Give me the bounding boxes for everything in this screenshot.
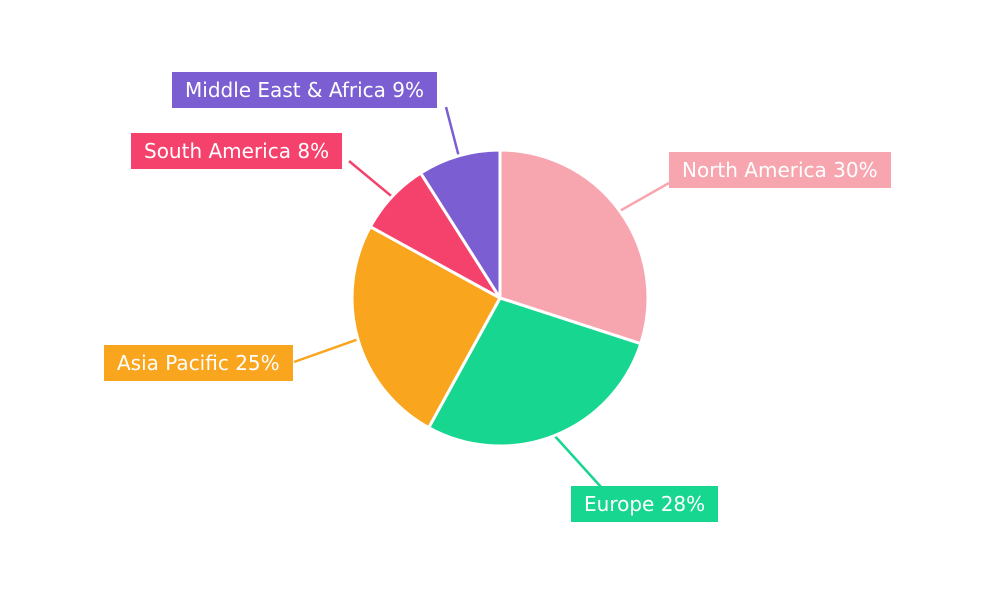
callout-label-text: North America 30%: [682, 158, 878, 182]
pie-slice-asia-pacific: [350, 225, 502, 430]
callout-label-north-america: North America 30%: [669, 152, 891, 188]
callout-label-text: South America 8%: [144, 139, 330, 163]
pie-slice-middle-east-africa: [419, 148, 502, 300]
callout-label-middle-east-africa: Middle East & Africa 9%: [172, 72, 438, 108]
leader-line-north-america: [619, 181, 670, 213]
callout-label-text: Asia Pacific 25%: [117, 351, 280, 375]
callout-label-south-america: South America 8%: [131, 133, 343, 169]
callout-label-asia-pacific: Asia Pacific 25%: [104, 345, 293, 381]
callout-label-text: Europe 28%: [584, 492, 706, 516]
leader-line-europe: [553, 434, 602, 488]
callout-label-text: Middle East & Africa 9%: [185, 78, 425, 102]
pie-slice-north-america: [498, 148, 650, 346]
leader-line-middle-east-africa: [444, 106, 460, 157]
callout-label-europe: Europe 28%: [571, 486, 719, 522]
leader-line-asia-pacific: [293, 338, 359, 364]
pie-slice-europe: [427, 296, 643, 448]
leader-line-south-america: [348, 160, 393, 198]
